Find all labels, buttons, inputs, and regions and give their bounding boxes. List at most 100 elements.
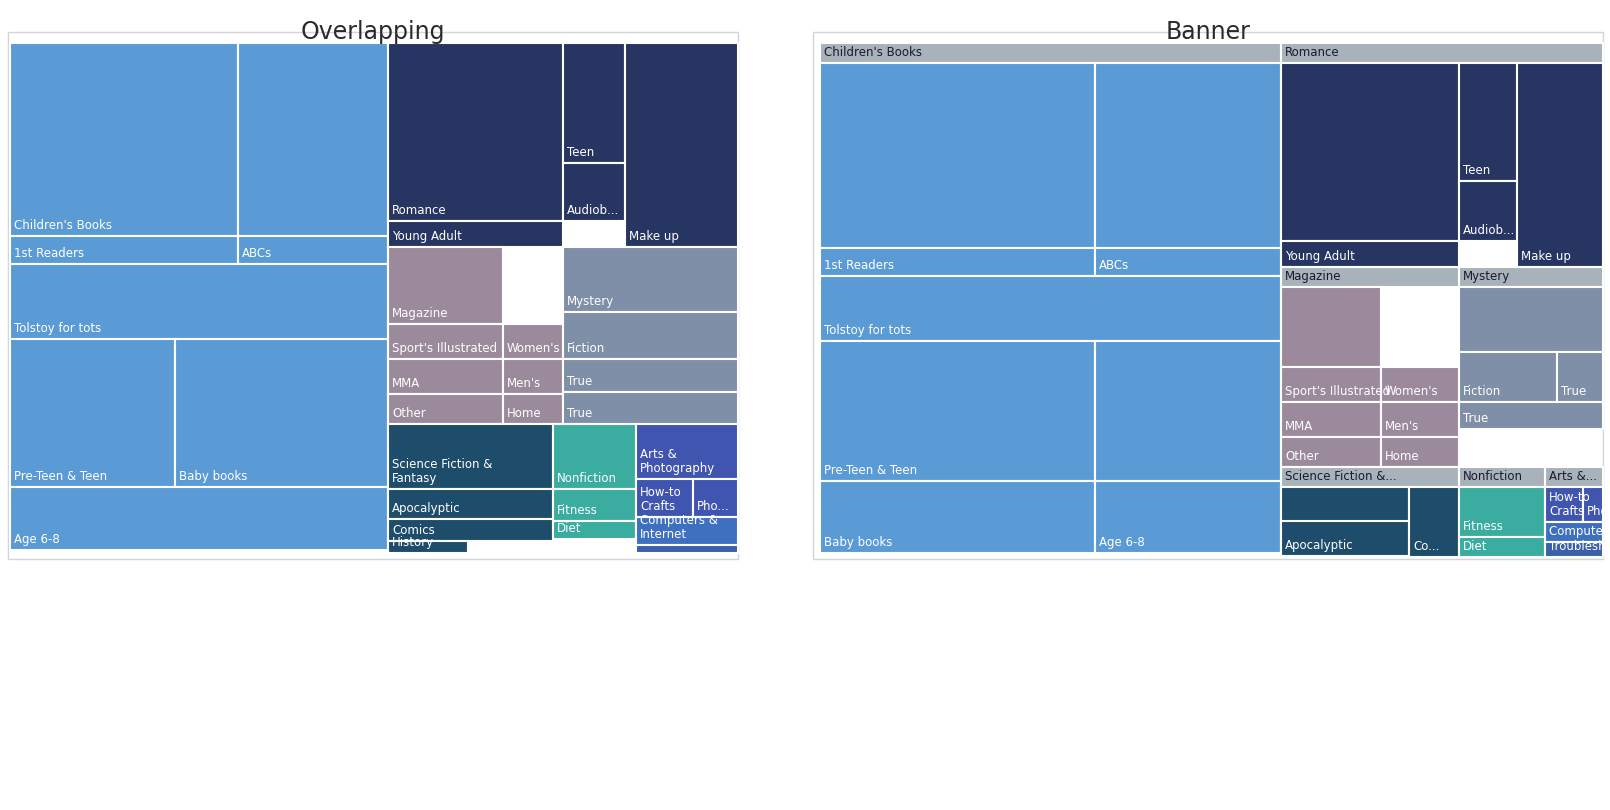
Bar <box>564 359 737 392</box>
Text: Men's: Men's <box>507 377 541 390</box>
Bar <box>692 479 737 517</box>
Bar <box>1095 248 1282 276</box>
Text: Pre-Teen & Teen: Pre-Teen & Teen <box>14 470 108 483</box>
Text: 1st Readers: 1st Readers <box>824 259 894 272</box>
Bar <box>1459 181 1517 241</box>
Bar <box>502 359 564 394</box>
Bar <box>819 341 1095 481</box>
Bar <box>1282 402 1381 437</box>
Text: Fitness: Fitness <box>1463 520 1504 533</box>
Text: Pre-Teen & Teen: Pre-Teen & Teen <box>824 464 918 477</box>
Bar <box>1459 537 1546 557</box>
Bar <box>552 521 636 539</box>
Text: Women's: Women's <box>507 342 560 355</box>
Bar <box>388 424 552 489</box>
Bar <box>1282 287 1381 367</box>
Bar <box>1282 487 1409 557</box>
Text: Age 6-8: Age 6-8 <box>14 533 60 546</box>
Bar <box>175 339 388 487</box>
Text: Troubleshooti...: Troubleshooti... <box>1549 540 1610 553</box>
Bar <box>552 424 636 489</box>
Bar <box>1282 521 1409 556</box>
Text: Teen: Teen <box>567 146 594 159</box>
Text: Science Fiction &...: Science Fiction &... <box>1285 470 1396 483</box>
Text: Pho...: Pho... <box>697 500 729 513</box>
Bar <box>1557 352 1604 402</box>
Bar <box>1095 341 1282 481</box>
Bar <box>636 545 737 553</box>
Bar <box>1282 241 1459 267</box>
Bar <box>1282 267 1459 287</box>
Text: MMA: MMA <box>391 377 420 390</box>
Text: Co...: Co... <box>1414 540 1439 553</box>
Bar <box>1459 352 1557 402</box>
Text: Apocalyptic: Apocalyptic <box>1285 539 1354 552</box>
Bar <box>1381 402 1459 437</box>
Text: Sport's Illustrated: Sport's Illustrated <box>391 342 497 355</box>
Bar <box>10 43 238 236</box>
Bar <box>813 32 1604 559</box>
Text: Teen: Teen <box>1463 164 1491 177</box>
Bar <box>388 541 469 553</box>
Bar <box>1459 487 1546 537</box>
Text: Tolstoy for tots: Tolstoy for tots <box>824 324 911 337</box>
Bar <box>502 324 564 359</box>
Text: Children's Books: Children's Books <box>14 219 113 232</box>
Text: Home: Home <box>507 407 541 420</box>
Bar <box>388 519 552 541</box>
Bar <box>819 63 1095 248</box>
Text: True: True <box>1463 412 1488 425</box>
Text: Audiob...: Audiob... <box>567 204 620 217</box>
Text: Nonfiction: Nonfiction <box>1463 470 1523 483</box>
Bar <box>502 394 564 424</box>
Text: ABCs: ABCs <box>242 247 272 260</box>
Bar <box>819 43 1282 63</box>
Bar <box>1095 481 1282 553</box>
Text: Children's Books: Children's Books <box>824 46 923 59</box>
Text: Computers &
Internet: Computers & Internet <box>641 514 718 541</box>
Text: Baby books: Baby books <box>179 470 248 483</box>
Bar <box>1282 43 1604 63</box>
Bar <box>1546 542 1604 557</box>
Text: Fitness: Fitness <box>557 504 597 517</box>
Text: Fiction: Fiction <box>567 342 605 355</box>
Bar <box>388 489 552 519</box>
Bar <box>1546 487 1583 522</box>
Text: How-to
Crafts: How-to Crafts <box>1549 491 1591 518</box>
Text: Overlapping: Overlapping <box>301 20 446 44</box>
Text: True: True <box>567 375 592 388</box>
Text: Mystery: Mystery <box>567 295 615 308</box>
Text: Women's: Women's <box>1385 385 1439 398</box>
Bar <box>388 359 502 394</box>
Text: True: True <box>1562 385 1586 398</box>
Text: Young Adult: Young Adult <box>391 230 462 243</box>
Text: Age 6-8: Age 6-8 <box>1100 536 1145 549</box>
Text: Magazine: Magazine <box>391 307 449 320</box>
Bar <box>636 479 692 517</box>
Bar <box>1517 63 1604 267</box>
Bar <box>819 276 1282 341</box>
Bar <box>1282 437 1381 467</box>
Bar <box>636 424 737 479</box>
Text: Nonfiction: Nonfiction <box>557 472 617 485</box>
Bar <box>636 517 737 545</box>
Bar <box>1459 467 1546 487</box>
Bar <box>1459 63 1517 181</box>
Text: Magazine: Magazine <box>1285 270 1341 283</box>
Text: Make up: Make up <box>630 230 679 243</box>
Text: Young Adult: Young Adult <box>1285 250 1356 263</box>
Text: How-to
Crafts: How-to Crafts <box>641 486 681 513</box>
Bar <box>1095 63 1282 248</box>
Bar <box>564 247 737 312</box>
Bar <box>10 487 388 550</box>
Text: Diet: Diet <box>557 522 581 535</box>
Text: Pho...: Pho... <box>1587 505 1610 518</box>
Text: True: True <box>567 407 592 420</box>
Text: Home: Home <box>1385 450 1420 463</box>
Text: MMA: MMA <box>1285 420 1314 433</box>
Bar <box>1381 437 1459 467</box>
Bar <box>1282 367 1381 402</box>
Text: Other: Other <box>391 407 425 420</box>
Text: Romance: Romance <box>1285 46 1340 59</box>
Bar <box>10 236 238 264</box>
